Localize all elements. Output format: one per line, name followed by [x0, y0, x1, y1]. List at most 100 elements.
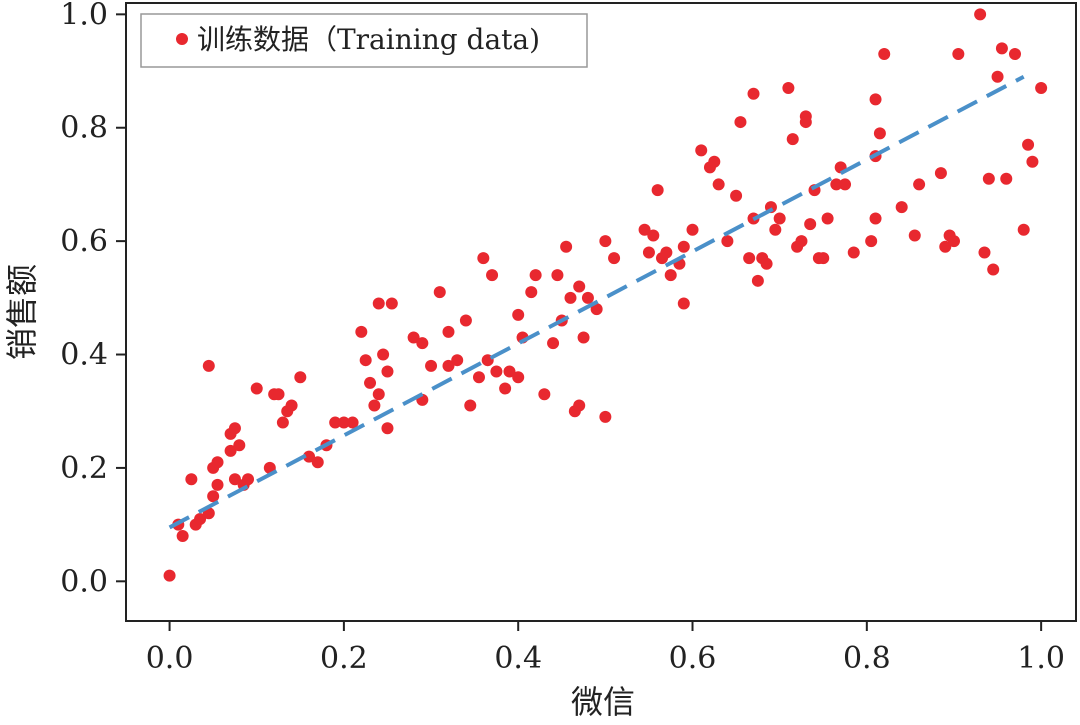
- data-point: [1035, 82, 1048, 95]
- data-point: [381, 365, 394, 378]
- data-point: [939, 240, 952, 253]
- data-point: [947, 235, 960, 248]
- data-point: [176, 529, 189, 542]
- data-point: [760, 257, 773, 270]
- data-point: [560, 240, 573, 253]
- x-tick-label: 0.0: [146, 641, 194, 676]
- data-point: [638, 223, 651, 236]
- data-point: [734, 116, 747, 129]
- data-point: [573, 280, 586, 293]
- data-point: [913, 178, 926, 191]
- data-point: [991, 70, 1004, 83]
- data-point: [869, 93, 882, 106]
- data-point: [355, 325, 368, 338]
- data-point: [878, 48, 891, 61]
- data-point: [782, 82, 795, 95]
- data-point: [525, 286, 538, 299]
- data-point: [730, 189, 743, 202]
- data-point: [329, 416, 342, 429]
- data-point: [869, 212, 882, 225]
- data-point: [952, 48, 965, 61]
- data-point: [228, 422, 241, 435]
- data-point: [751, 274, 764, 287]
- data-point: [847, 246, 860, 259]
- data-point: [1026, 155, 1039, 168]
- data-point: [547, 337, 560, 350]
- data-point: [1000, 172, 1013, 185]
- data-point: [377, 348, 390, 361]
- data-point: [573, 399, 586, 412]
- data-point: [651, 184, 664, 197]
- data-point: [364, 376, 377, 389]
- x-axis: 0.0 0.2 0.4 0.6 0.8 1.0: [146, 621, 1065, 676]
- x-tick-label: 0.6: [669, 641, 717, 676]
- data-point: [207, 490, 220, 503]
- data-point: [647, 229, 660, 242]
- data-point: [599, 410, 612, 423]
- data-point: [577, 331, 590, 344]
- plot-frame: [125, 2, 1077, 622]
- y-tick-label: 0.0: [60, 564, 108, 599]
- training-data-points: [163, 8, 1048, 582]
- data-point: [385, 297, 398, 310]
- data-point: [1022, 138, 1035, 151]
- data-point: [202, 359, 215, 372]
- data-point: [664, 269, 677, 282]
- data-point: [608, 252, 621, 265]
- data-point: [194, 512, 207, 525]
- data-point: [773, 212, 786, 225]
- data-point: [163, 569, 176, 582]
- data-point: [303, 450, 316, 463]
- data-point: [512, 308, 525, 321]
- data-point: [486, 269, 499, 282]
- data-point: [799, 116, 812, 129]
- data-point: [211, 478, 224, 491]
- data-point: [425, 359, 438, 372]
- data-point: [272, 388, 285, 401]
- data-point: [708, 155, 721, 168]
- legend-marker: [176, 33, 188, 45]
- y-axis: 0.0 0.2 0.4 0.6 0.8 1.0: [60, 0, 126, 599]
- data-point: [294, 371, 307, 384]
- x-tick-label: 0.4: [494, 641, 542, 676]
- data-point: [995, 42, 1008, 55]
- data-point: [873, 127, 886, 140]
- data-point: [934, 167, 947, 180]
- data-point: [795, 235, 808, 248]
- data-point: [564, 291, 577, 304]
- data-point: [677, 297, 690, 310]
- data-point: [464, 399, 477, 412]
- data-point: [817, 252, 830, 265]
- data-point: [538, 388, 551, 401]
- data-point: [908, 229, 921, 242]
- data-point: [529, 269, 542, 282]
- x-tick-label: 0.8: [843, 641, 891, 676]
- y-tick-label: 0.2: [60, 451, 108, 486]
- data-point: [686, 223, 699, 236]
- data-point: [590, 303, 603, 316]
- data-point: [821, 212, 834, 225]
- data-point: [451, 354, 464, 367]
- data-point: [337, 416, 350, 429]
- data-point: [472, 371, 485, 384]
- data-point: [512, 371, 525, 384]
- data-point: [895, 201, 908, 214]
- data-point: [368, 399, 381, 412]
- x-tick-label: 1.0: [1017, 641, 1065, 676]
- data-point: [974, 8, 987, 21]
- data-point: [839, 178, 852, 191]
- y-axis-title: 销售额: [3, 264, 41, 360]
- data-point: [1008, 48, 1021, 61]
- data-point: [224, 444, 237, 457]
- data-point: [381, 422, 394, 435]
- data-point: [503, 365, 516, 378]
- data-point: [786, 133, 799, 146]
- data-point: [721, 235, 734, 248]
- data-point: [490, 365, 503, 378]
- data-point: [830, 178, 843, 191]
- data-point: [804, 218, 817, 231]
- y-tick-label: 1.0: [60, 0, 108, 32]
- data-point: [407, 331, 420, 344]
- data-point: [346, 416, 359, 429]
- data-point: [581, 291, 594, 304]
